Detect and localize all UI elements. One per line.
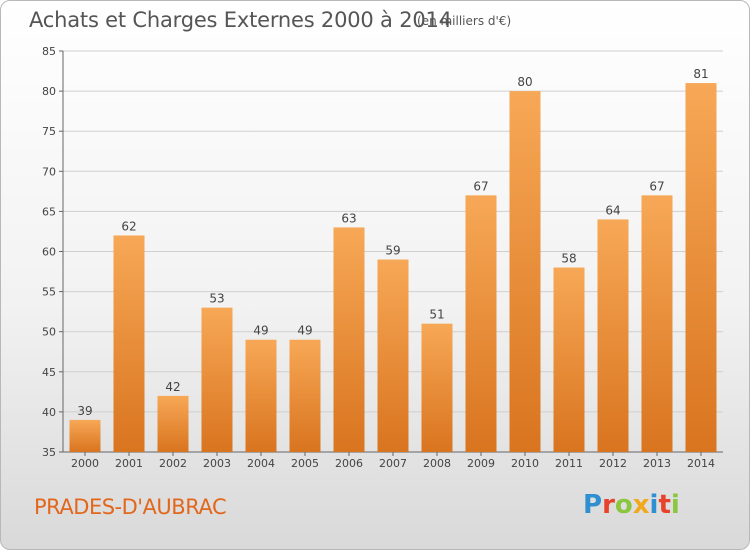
bar-2002 — [157, 395, 189, 452]
y-tick-label: 45 — [42, 366, 56, 379]
chart-title: Achats et Charges Externes 2000 à 2014 — [29, 8, 452, 32]
data-label: 80 — [517, 75, 532, 89]
y-tick-label: 35 — [42, 446, 56, 459]
x-tick-label: 2013 — [643, 457, 671, 470]
data-labels: 39 62 42 53 49 49 63 59 51 67 80 58 64 67 81 — [77, 67, 708, 418]
data-label: 51 — [429, 308, 444, 322]
data-label: 42 — [165, 380, 180, 394]
x-tick-label: 2011 — [555, 457, 583, 470]
y-tick-label: 65 — [42, 205, 56, 218]
proxiti-logo: Proxiti — [583, 490, 680, 520]
data-label: 49 — [297, 324, 312, 338]
data-label: 53 — [209, 292, 224, 306]
logo-letter: P — [583, 490, 603, 520]
data-label: 59 — [385, 244, 400, 258]
bar-2011 — [553, 267, 585, 452]
y-tick-label: 60 — [42, 246, 56, 259]
y-tick-label: 85 — [42, 45, 56, 58]
x-tick-label: 2012 — [599, 457, 627, 470]
bar-2014 — [685, 83, 717, 452]
bar-2012 — [597, 219, 629, 452]
y-tick-label: 40 — [42, 406, 56, 419]
bar-2009 — [465, 195, 497, 453]
x-tick-label: 2014 — [687, 457, 715, 470]
x-tick-label: 2008 — [423, 457, 451, 470]
data-label: 63 — [341, 211, 356, 225]
y-tick-label: 70 — [42, 165, 56, 178]
logo-letter: t — [658, 490, 671, 520]
data-label: 58 — [561, 252, 576, 266]
x-tick-label: 2010 — [511, 457, 539, 470]
data-label: 39 — [77, 404, 92, 418]
bar-2001 — [113, 235, 145, 452]
logo-letter: r — [602, 490, 615, 520]
data-label: 67 — [649, 179, 664, 193]
x-tick-label: 2001 — [115, 457, 143, 470]
bar-2013 — [641, 195, 673, 453]
x-tick-label: 2002 — [159, 457, 187, 470]
bar-2008 — [421, 323, 453, 452]
bar-2007 — [377, 259, 409, 452]
x-tick-label: 2004 — [247, 457, 275, 470]
chart-unit: (en milliers d'€) — [417, 14, 512, 28]
y-tick-label: 50 — [42, 326, 56, 339]
x-tick-label: 2000 — [71, 457, 99, 470]
bar-2005 — [289, 339, 321, 452]
logo-letter: i — [649, 490, 659, 520]
data-label: 81 — [693, 67, 708, 81]
logo-letter: o — [614, 490, 633, 520]
x-tick-label: 2007 — [379, 457, 407, 470]
commune-name: PRADES-D'AUBRAC — [34, 495, 227, 519]
logo-letter: x — [632, 490, 650, 520]
y-tick-label: 75 — [42, 125, 56, 138]
bar-2000 — [69, 419, 101, 452]
logo-letter: i — [670, 490, 680, 520]
bar-2010 — [509, 91, 541, 452]
x-tick-label: 2009 — [467, 457, 495, 470]
data-label: 49 — [253, 324, 268, 338]
data-label: 67 — [473, 179, 488, 193]
y-tick-label: 55 — [42, 286, 56, 299]
bar-2006 — [333, 227, 365, 452]
data-label: 64 — [605, 203, 620, 217]
y-tick-label: 80 — [42, 85, 56, 98]
x-tick-label: 2005 — [291, 457, 319, 470]
bars — [69, 83, 717, 453]
bar-2003 — [201, 307, 233, 452]
data-label: 62 — [121, 219, 136, 233]
x-tick-label: 2006 — [335, 457, 363, 470]
x-tick-label: 2003 — [203, 457, 231, 470]
bar-2004 — [245, 339, 277, 452]
